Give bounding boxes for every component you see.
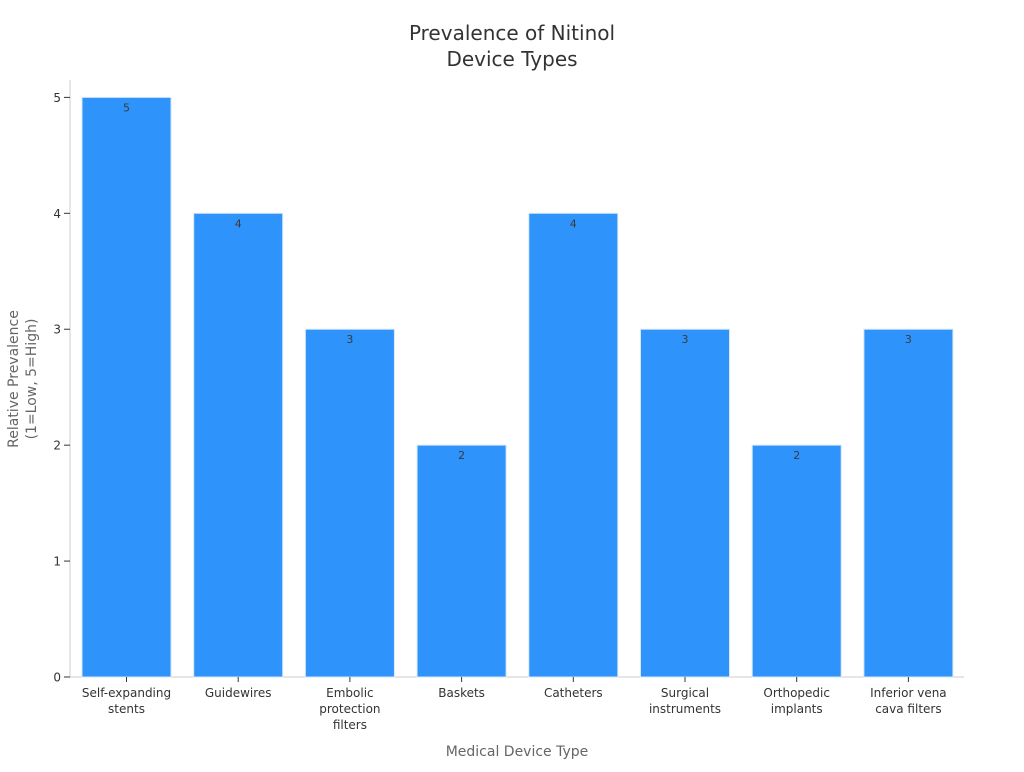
chart-title-line: Prevalence of Nitinol bbox=[409, 21, 615, 45]
x-tick-label-line: Inferior vena bbox=[870, 686, 947, 700]
bar-value-label: 2 bbox=[458, 449, 465, 462]
x-tick-label-line: Catheters bbox=[544, 686, 603, 700]
x-axis-label-text: Medical Device Type bbox=[446, 744, 589, 760]
x-tick-label-line: implants bbox=[771, 702, 823, 716]
y-tick-label: 3 bbox=[53, 323, 61, 337]
y-axis-label-line: (1=Low, 5=High) bbox=[24, 319, 40, 440]
x-tick-label-line: Embolic bbox=[326, 686, 374, 700]
bar-value-label: 3 bbox=[905, 333, 912, 346]
x-tick-label-line: Self-expanding bbox=[82, 686, 171, 700]
x-tick-label-line: cava filters bbox=[875, 702, 941, 716]
y-tick-label: 5 bbox=[53, 91, 61, 105]
value-labels: 5 4 3 2 4 3 2 3 bbox=[123, 101, 912, 462]
bar bbox=[81, 96, 172, 678]
x-tick-label-line: instruments bbox=[649, 702, 721, 716]
bars bbox=[81, 96, 954, 678]
bar bbox=[416, 444, 507, 678]
x-tick-label-line: Surgical bbox=[661, 686, 709, 700]
bar bbox=[304, 328, 395, 678]
y-axis-label-line: Relative Prevalence bbox=[6, 310, 22, 448]
bar-value-label: 4 bbox=[570, 217, 577, 230]
y-tick-label: 2 bbox=[53, 439, 61, 453]
x-tick-label-line: filters bbox=[333, 718, 367, 732]
bar-value-label: 2 bbox=[793, 449, 800, 462]
x-axis-ticks: Self-expanding stents Guidewires Embolic pro… bbox=[82, 677, 947, 732]
chart-title-line: Device Types bbox=[446, 47, 577, 71]
bar-value-label: 3 bbox=[682, 333, 689, 346]
x-tick-label-line: Guidewires bbox=[205, 686, 272, 700]
x-tick-label-line: Orthopedic bbox=[763, 686, 830, 700]
x-axis-label: Medical Device Type bbox=[446, 744, 589, 760]
y-tick-label: 0 bbox=[53, 671, 61, 685]
bar bbox=[193, 212, 284, 678]
bar bbox=[751, 444, 842, 678]
y-tick-label: 1 bbox=[53, 555, 61, 569]
x-tick-label-line: stents bbox=[108, 702, 145, 716]
y-tick-label: 4 bbox=[53, 207, 61, 221]
bar bbox=[640, 328, 730, 678]
bar-value-label: 3 bbox=[346, 333, 353, 346]
bar bbox=[528, 212, 619, 678]
y-axis-ticks: 0 1 2 3 4 5 bbox=[53, 91, 70, 685]
bar-value-label: 4 bbox=[235, 217, 242, 230]
x-tick-label-line: protection bbox=[319, 702, 380, 716]
bar-value-label: 5 bbox=[123, 101, 130, 114]
x-tick-label-line: Baskets bbox=[438, 686, 485, 700]
bar bbox=[863, 328, 954, 678]
y-axis-label: Relative Prevalence (1=Low, 5=High) bbox=[6, 310, 40, 448]
